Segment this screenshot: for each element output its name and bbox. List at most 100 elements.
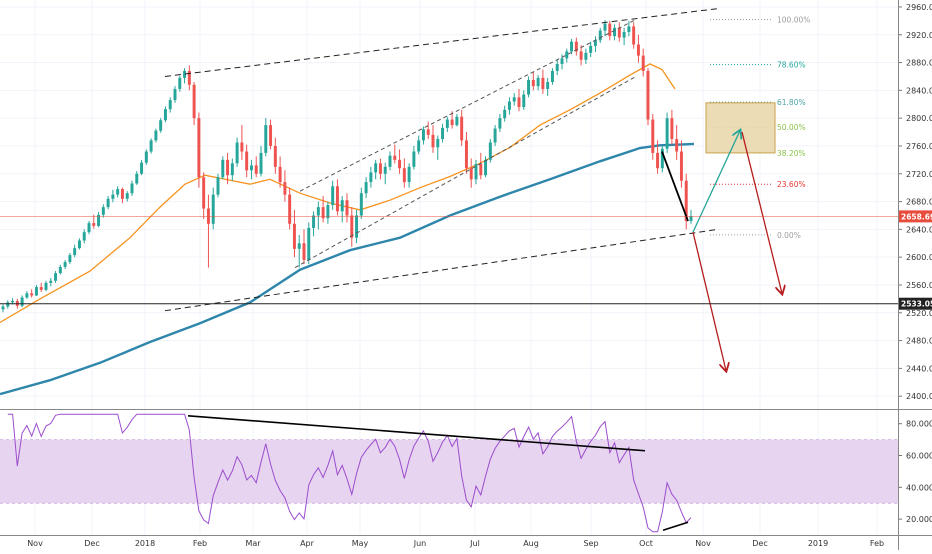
time-tick-label: Feb bbox=[193, 539, 207, 548]
candle-up bbox=[178, 77, 182, 89]
candle-down bbox=[402, 168, 406, 183]
time-tick-label: May bbox=[352, 539, 369, 548]
time-tick-label: Dec bbox=[84, 539, 99, 548]
price-tick-label: 2880.00 bbox=[906, 59, 932, 68]
candle-up bbox=[383, 166, 387, 174]
candle-down bbox=[469, 168, 473, 180]
time-tick-label: Jun bbox=[413, 539, 427, 548]
price-tick-label: 2800.00 bbox=[906, 114, 932, 123]
candle-up bbox=[54, 273, 58, 281]
sma200-line bbox=[0, 142, 695, 396]
candle-down bbox=[245, 151, 249, 171]
candle-down bbox=[579, 51, 583, 60]
candle-down bbox=[464, 140, 468, 169]
candle-up bbox=[355, 215, 359, 238]
candle-up bbox=[560, 58, 564, 64]
candle-down bbox=[288, 194, 292, 224]
time-tick-label: 2018 bbox=[135, 539, 155, 548]
candle-up bbox=[584, 52, 588, 60]
candle-down bbox=[202, 177, 206, 209]
candle-up bbox=[34, 287, 38, 296]
candle-up bbox=[173, 88, 177, 101]
candle-up bbox=[421, 129, 425, 141]
candle-up bbox=[326, 205, 330, 219]
projection-arrow bbox=[741, 131, 782, 293]
candle-up bbox=[665, 118, 669, 149]
candle-up bbox=[340, 200, 344, 212]
fib-level-label: 38.20% bbox=[777, 149, 806, 158]
candle-up bbox=[622, 31, 626, 38]
candle-up bbox=[316, 207, 320, 216]
rsi-overbought-oversold-band bbox=[0, 439, 898, 504]
candle-up bbox=[11, 300, 15, 303]
price-tick-label: 2720.00 bbox=[906, 170, 932, 179]
candle-up bbox=[307, 227, 311, 260]
candle-up bbox=[216, 177, 220, 195]
candle-up bbox=[183, 70, 187, 78]
price-tag-label: 2533.05 bbox=[901, 300, 932, 309]
candle-up bbox=[512, 97, 516, 102]
candle-up bbox=[1, 306, 5, 310]
candle-up bbox=[264, 125, 268, 153]
projection-arrow bbox=[692, 231, 726, 370]
candle-up bbox=[312, 215, 316, 228]
fib-level-label: 100.00% bbox=[777, 15, 810, 24]
candle-up bbox=[522, 94, 526, 108]
candle-down bbox=[240, 142, 244, 152]
candle-up bbox=[369, 172, 373, 183]
candle-down bbox=[656, 152, 660, 169]
candle-up bbox=[407, 166, 411, 183]
candle-up bbox=[412, 151, 416, 167]
rsi-tick-label: 20.0000 bbox=[906, 515, 932, 524]
trendline bbox=[164, 228, 719, 312]
candle-up bbox=[116, 189, 120, 195]
candle-up bbox=[97, 214, 101, 226]
candle-down bbox=[393, 155, 397, 160]
time-tick-label: Feb bbox=[870, 539, 884, 548]
candle-down bbox=[39, 287, 43, 290]
time-tick-label: Sep bbox=[583, 539, 598, 548]
candle-up bbox=[565, 51, 569, 59]
candle-up bbox=[589, 45, 593, 53]
candle-up bbox=[73, 248, 77, 256]
candle-up bbox=[555, 63, 559, 71]
candle-up bbox=[20, 297, 24, 306]
candle-up bbox=[6, 302, 10, 307]
trendline bbox=[294, 76, 637, 269]
candle-up bbox=[570, 41, 574, 52]
candle-up bbox=[259, 152, 263, 174]
candle-up bbox=[68, 255, 72, 263]
rsi-panel bbox=[7, 413, 692, 533]
candle-down bbox=[350, 215, 354, 238]
candle-up bbox=[359, 193, 363, 216]
drawings[interactable]: 100.00% 78.60% 61.80% 50.00% 38.20% 23.60% 0.0… bbox=[0, 7, 898, 370]
candle-up bbox=[593, 40, 597, 46]
price-tick-label: 2920.00 bbox=[906, 31, 932, 40]
candle-up bbox=[546, 82, 550, 89]
candle-down bbox=[197, 118, 201, 178]
candle-up bbox=[484, 159, 488, 176]
candle-up bbox=[135, 173, 139, 184]
candle-up bbox=[550, 70, 554, 83]
candle-up bbox=[331, 186, 335, 206]
candle-up bbox=[488, 142, 492, 160]
candle-up bbox=[689, 216, 693, 222]
candle-up bbox=[627, 26, 631, 32]
candle-up bbox=[168, 100, 172, 110]
price-tag-bg bbox=[899, 297, 932, 310]
candle-down bbox=[541, 77, 545, 89]
candle-down bbox=[292, 223, 296, 249]
candle-up bbox=[613, 27, 617, 37]
candle-up bbox=[364, 182, 368, 194]
candle-up bbox=[149, 140, 153, 152]
candle-up bbox=[297, 243, 301, 249]
candle-down bbox=[646, 70, 650, 120]
rsi-tick-label: 60.0000 bbox=[906, 452, 932, 461]
candle-down bbox=[302, 243, 306, 260]
candle-up bbox=[503, 109, 507, 119]
price-tick-label: 2440.00 bbox=[906, 364, 932, 373]
time-tick-label: Oct bbox=[639, 539, 653, 548]
candle-down bbox=[684, 180, 688, 222]
